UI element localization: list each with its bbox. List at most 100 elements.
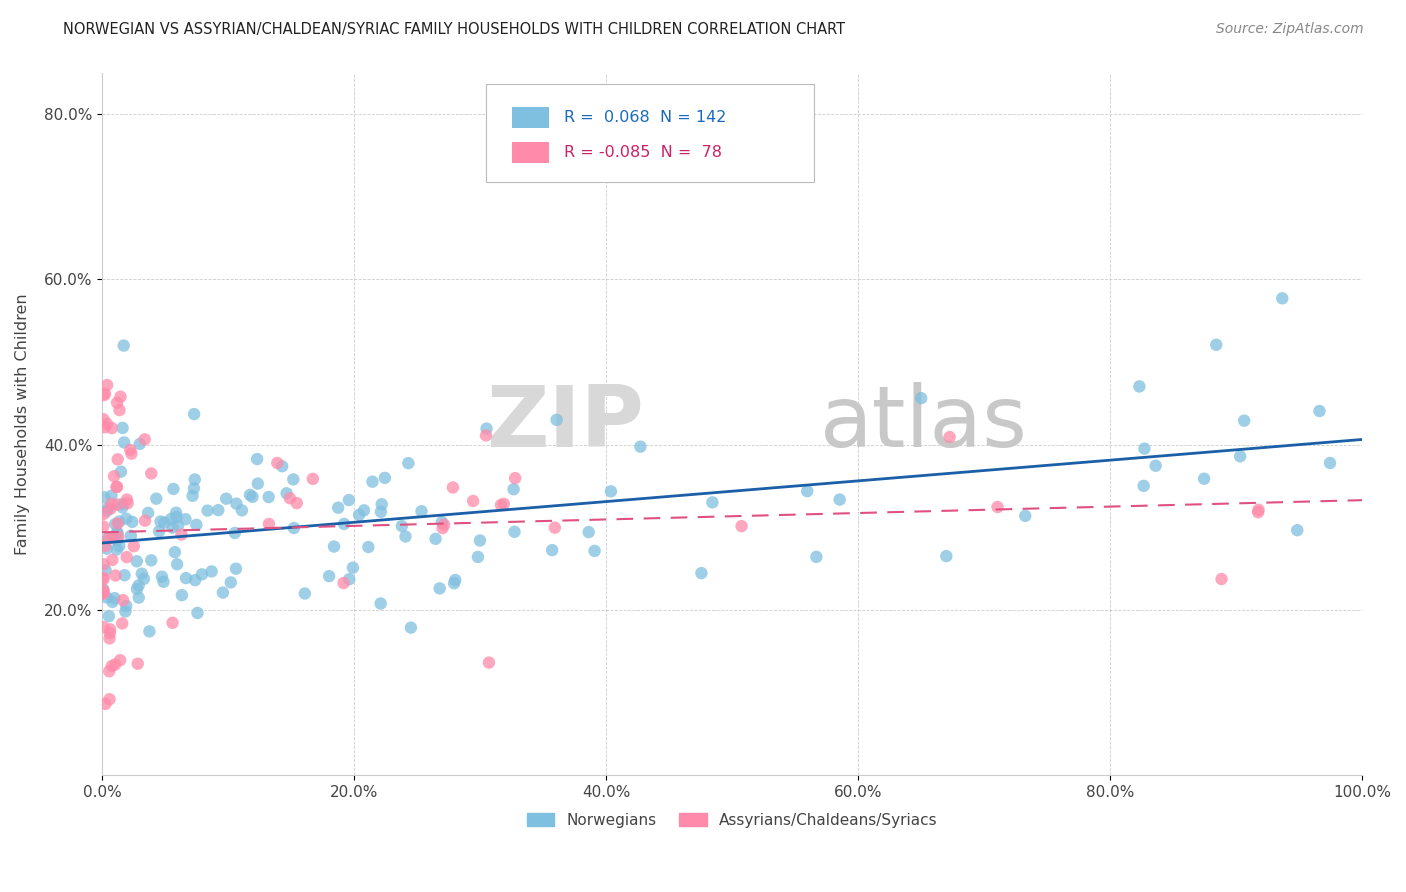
Point xyxy=(444,573,467,587)
Point xyxy=(478,656,501,670)
Text: R =  0.068  N = 142: R = 0.068 N = 142 xyxy=(564,110,727,125)
Point xyxy=(441,481,464,495)
Point xyxy=(112,435,135,450)
Point xyxy=(111,497,134,511)
Point xyxy=(94,697,117,711)
Point xyxy=(101,421,124,435)
Point xyxy=(121,447,143,461)
Point xyxy=(207,503,229,517)
Point xyxy=(111,421,134,435)
Point xyxy=(93,507,115,521)
Point xyxy=(94,563,117,577)
Point xyxy=(103,469,125,483)
Point xyxy=(114,568,136,582)
Point xyxy=(170,527,193,541)
Point xyxy=(489,498,512,512)
Point xyxy=(105,525,128,540)
Point xyxy=(219,575,242,590)
Point xyxy=(110,390,132,404)
Point xyxy=(396,456,419,470)
Point xyxy=(162,521,184,535)
Point xyxy=(170,588,193,602)
Point xyxy=(105,533,128,547)
Point xyxy=(191,567,214,582)
Point xyxy=(93,519,115,533)
Point xyxy=(184,573,207,587)
Point xyxy=(149,515,172,529)
Point xyxy=(108,653,131,667)
Point xyxy=(101,553,124,567)
Point xyxy=(141,467,163,481)
Point xyxy=(1128,379,1150,393)
Point xyxy=(97,609,120,624)
Point xyxy=(1132,479,1154,493)
Point xyxy=(104,568,127,582)
Point xyxy=(225,562,247,576)
Point xyxy=(443,576,465,591)
Point xyxy=(283,521,305,535)
Point xyxy=(332,576,354,591)
Point xyxy=(93,583,115,598)
Point xyxy=(98,665,121,679)
Point xyxy=(112,593,135,607)
Point xyxy=(108,515,131,529)
Point xyxy=(546,413,568,427)
Point xyxy=(1319,456,1341,470)
Point xyxy=(938,430,960,444)
Point xyxy=(337,572,360,586)
Point xyxy=(97,532,120,546)
Point xyxy=(103,591,125,606)
Point xyxy=(342,560,364,574)
Point xyxy=(93,620,115,634)
Point xyxy=(461,494,484,508)
Point xyxy=(702,495,724,509)
Point xyxy=(828,492,851,507)
Point xyxy=(104,657,127,672)
Point xyxy=(128,578,150,592)
Point xyxy=(246,476,269,491)
Point xyxy=(318,569,340,583)
Point xyxy=(167,518,190,533)
Point xyxy=(160,512,183,526)
Point xyxy=(283,472,305,486)
Point xyxy=(128,437,150,451)
Point xyxy=(503,471,526,485)
Y-axis label: Family Households with Children: Family Households with Children xyxy=(15,293,30,555)
Point xyxy=(986,500,1008,514)
Point xyxy=(165,506,187,520)
Point xyxy=(1229,450,1251,464)
Point xyxy=(399,621,422,635)
Point xyxy=(628,440,651,454)
Point xyxy=(96,541,118,556)
Point xyxy=(468,533,491,548)
Point xyxy=(100,501,122,516)
Point xyxy=(166,558,188,572)
Point xyxy=(276,486,298,500)
Point xyxy=(98,692,121,706)
Point xyxy=(96,417,118,431)
Point xyxy=(93,412,115,426)
Point xyxy=(150,569,173,583)
Point xyxy=(370,505,392,519)
Point xyxy=(215,491,238,506)
Point xyxy=(347,508,370,522)
Point xyxy=(323,540,346,554)
Point xyxy=(225,497,247,511)
Point xyxy=(492,497,515,511)
Point xyxy=(120,442,142,457)
Point xyxy=(1308,404,1330,418)
Point xyxy=(145,491,167,506)
Point xyxy=(183,482,205,496)
Point xyxy=(107,452,129,467)
Point xyxy=(174,571,197,585)
Point xyxy=(93,388,115,402)
Point xyxy=(114,604,136,618)
Point xyxy=(257,516,280,531)
Point xyxy=(475,428,498,442)
Point xyxy=(108,403,131,417)
Point xyxy=(425,532,447,546)
Point xyxy=(94,539,117,553)
Point xyxy=(104,516,127,531)
Point xyxy=(541,543,564,558)
Point xyxy=(257,490,280,504)
